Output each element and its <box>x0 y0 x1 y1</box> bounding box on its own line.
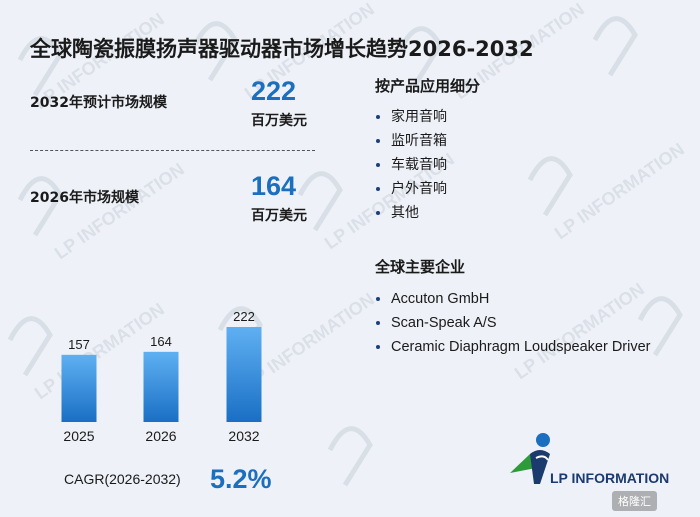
x-tick-label: 2025 <box>63 428 94 444</box>
forecast-size-label: 2032年预计市场规模 <box>30 95 167 111</box>
forecast-size-value: 222 <box>251 76 297 106</box>
companies-list: Accuton GmbH Scan-Speak A/S Ceramic Diaphr… <box>375 287 651 359</box>
forecast-size-unit: 百万美元 <box>251 113 307 129</box>
current-size-unit: 百万美元 <box>251 208 307 224</box>
page-title: 全球陶瓷振膜扬声器驱动器市场增长趋势2026-2032 <box>30 37 534 61</box>
current-size-value: 164 <box>251 171 297 201</box>
company-item: Ceramic Diaphragm Loudspeaker Driver <box>375 335 651 359</box>
x-tick-label: 2032 <box>228 428 259 444</box>
cagr-value: 5.2% <box>210 464 272 494</box>
company-item: Scan-Speak A/S <box>375 311 651 335</box>
current-size-label: 2026年市场规模 <box>30 190 139 206</box>
segments-title: 按产品应用细分 <box>375 77 481 95</box>
bar-2026 <box>143 351 179 422</box>
cagr-label: CAGR(2026-2032) <box>64 471 181 487</box>
lp-information-logo-icon <box>510 433 550 484</box>
segment-item: 户外音响 <box>375 177 447 201</box>
company-item: Accuton GmbH <box>375 287 651 311</box>
segment-item: 车载音响 <box>375 153 447 177</box>
segment-item: 其他 <box>375 201 447 225</box>
bar-value-label: 157 <box>68 337 90 352</box>
bar-2025 <box>61 354 97 422</box>
segments-list: 家用音响 监听音箱 车载音响 户外音响 其他 <box>375 105 447 225</box>
companies-title: 全球主要企业 <box>375 258 466 276</box>
source-credit: 格隆汇 <box>612 491 657 511</box>
segment-item: 家用音响 <box>375 105 447 129</box>
stats-divider <box>30 150 315 151</box>
logo-text: LP INFORMATION <box>550 470 670 486</box>
bar-value-label: 164 <box>150 334 172 349</box>
bar-2032 <box>226 327 262 422</box>
x-tick-label: 2026 <box>145 428 176 444</box>
segment-item: 监听音箱 <box>375 129 447 153</box>
bar-value-label: 222 <box>233 309 255 324</box>
